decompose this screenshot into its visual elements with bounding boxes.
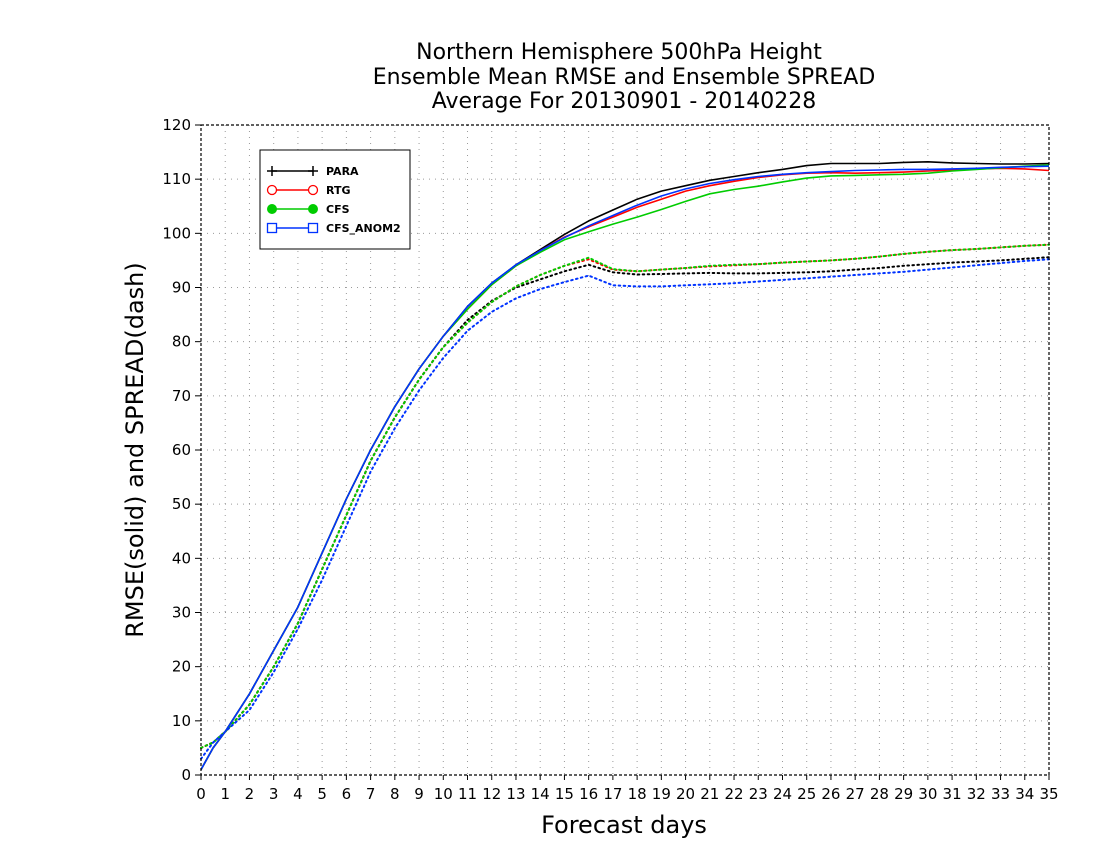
- rmse-line-para: [200, 161, 1050, 770]
- x-tick-label: 3: [269, 785, 279, 803]
- rmse-line-rtg: [200, 167, 1050, 770]
- x-tick-label: 35: [1039, 785, 1058, 803]
- x-tick-label: 23: [749, 785, 768, 803]
- y-tick-label: 50: [172, 495, 191, 513]
- spread-line-cfs-anom2: [200, 258, 1050, 760]
- x-tick-label: 22: [724, 785, 743, 803]
- plot-series: [200, 161, 1050, 770]
- x-tick-label: 33: [991, 785, 1010, 803]
- x-axis-ticks: 0 1 2 3 4 5 6 7 8 9 10 11 12 13 14 15 16 17 18 19 20 21 22 23 24…: [196, 775, 1059, 803]
- x-tick-label: 24: [773, 785, 792, 803]
- chart-subtitle-line: Ensemble Mean RMSE and Ensemble SPREAD: [373, 65, 876, 90]
- legend-marker-rtg-icon: [307, 184, 319, 196]
- chart-date-range-line: Average For 20130901 - 20140228: [432, 89, 817, 114]
- x-tick-label: 30: [918, 785, 937, 803]
- y-tick-label: 20: [172, 658, 191, 676]
- grid: [201, 125, 1049, 775]
- y-tick-label: 60: [172, 441, 191, 459]
- x-tick-label: 1: [220, 785, 230, 803]
- x-tick-label: 6: [342, 785, 352, 803]
- x-tick-label: 34: [1015, 785, 1034, 803]
- y-axis-title: RMSE(solid) and SPREAD(dash): [121, 262, 149, 638]
- chart-title-line: Northern Hemisphere 500hPa Height: [416, 40, 822, 65]
- x-tick-label: 15: [555, 785, 574, 803]
- legend-marker-rtg-icon: [266, 184, 278, 196]
- x-tick-label: 12: [482, 785, 501, 803]
- legend-marker-cfs-anom2-icon: [307, 222, 319, 234]
- spread-line-cfs: [200, 243, 1050, 749]
- y-axis-ticks: 0 10 20 30 40 50 60 70 80 90 100 110 120: [162, 116, 201, 784]
- legend-box: [259, 149, 411, 250]
- legend-marker-cfs-anom2-icon: [266, 222, 278, 234]
- legend-marker-cfs-icon: [267, 204, 277, 214]
- x-tick-label: 11: [458, 785, 477, 803]
- y-tick-label: 70: [172, 387, 191, 405]
- x-tick-label: 7: [366, 785, 376, 803]
- x-tick-label: 4: [293, 785, 303, 803]
- x-tick-label: 5: [317, 785, 327, 803]
- x-tick-label: 2: [245, 785, 255, 803]
- x-tick-label: 19: [652, 785, 671, 803]
- x-tick-label: 28: [870, 785, 889, 803]
- legend-label-rtg: RTG: [326, 184, 351, 197]
- y-tick-label: 120: [162, 116, 191, 134]
- x-tick-label: 8: [390, 785, 400, 803]
- legend-marker-cfs-icon: [308, 204, 318, 214]
- x-tick-label: 18: [628, 785, 647, 803]
- x-tick-label: 26: [821, 785, 840, 803]
- legend-marker-para-icon: [308, 166, 318, 176]
- x-tick-label: 13: [506, 785, 525, 803]
- y-tick-label: 10: [172, 712, 191, 730]
- legend-marker-para-icon: [267, 166, 277, 176]
- y-tick-label: 0: [181, 766, 191, 784]
- spread-line-rtg: [200, 243, 1050, 749]
- rmse-line-cfs: [200, 164, 1050, 770]
- x-tick-label: 29: [894, 785, 913, 803]
- x-tick-label: 27: [846, 785, 865, 803]
- y-tick-label: 40: [172, 549, 191, 567]
- spread-line-para: [200, 256, 1050, 749]
- x-tick-label: 31: [943, 785, 962, 803]
- x-axis-title: Forecast days: [541, 811, 707, 839]
- legend-label-cfs-anom2: CFS_ANOM2: [326, 222, 401, 235]
- legend-label-cfs: CFS: [326, 203, 350, 216]
- chart-title: Northern Hemisphere 500hPa Height Ensemb…: [373, 40, 876, 114]
- x-tick-label: 0: [196, 785, 206, 803]
- x-tick-label: 32: [967, 785, 986, 803]
- x-tick-label: 14: [531, 785, 550, 803]
- y-tick-label: 30: [172, 604, 191, 622]
- x-tick-label: 9: [414, 785, 424, 803]
- x-tick-label: 21: [700, 785, 719, 803]
- y-tick-label: 100: [162, 224, 191, 242]
- x-tick-label: 10: [434, 785, 453, 803]
- x-tick-label: 20: [676, 785, 695, 803]
- legend: PARA RTG CFS CFS_ANOM2: [259, 149, 411, 250]
- x-tick-label: 25: [797, 785, 816, 803]
- y-tick-label: 80: [172, 333, 191, 351]
- rmse-line-cfs-anom2: [200, 165, 1050, 770]
- x-tick-label: 17: [603, 785, 622, 803]
- y-tick-label: 90: [172, 279, 191, 297]
- x-tick-label: 16: [579, 785, 598, 803]
- legend-label-para: PARA: [326, 165, 359, 178]
- y-tick-label: 110: [162, 170, 191, 188]
